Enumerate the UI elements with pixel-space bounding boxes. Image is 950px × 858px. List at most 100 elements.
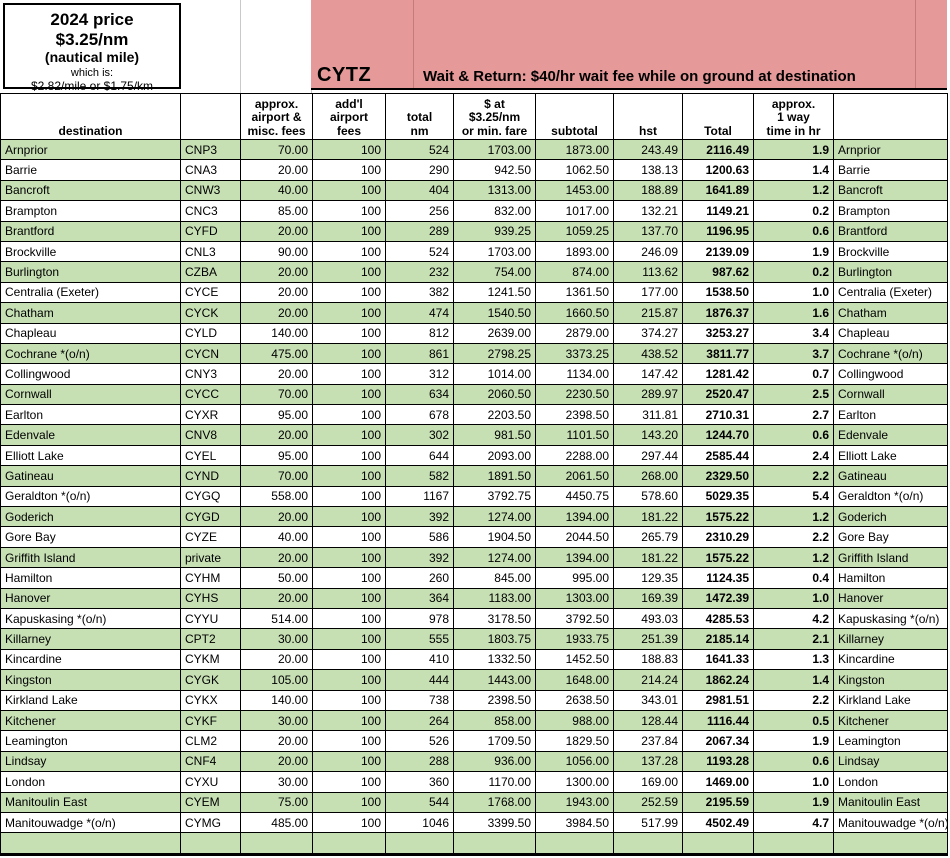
cell-total-nm-row2: 404: [385, 179, 454, 202]
table-row: Kingston CYGK 105.00 100 444 1443.00 1648.00 21…: [0, 669, 948, 691]
cell-hst-row18: 181.22: [613, 506, 683, 528]
cell-airport-misc-fees-row3: 85.00: [240, 200, 313, 222]
cell-total-nm-row10: 861: [385, 342, 454, 365]
cell-rate-or-min-fare-row27: 2398.50: [453, 689, 536, 711]
table-row: [0, 832, 948, 856]
cell-subtotal-row5: 1893.00: [535, 240, 614, 263]
cell-airport-misc-fees-row29: 20.00: [240, 730, 313, 752]
cell-code-row6: CZBA: [180, 261, 241, 283]
cell-addl-airport-fees-row28: 100: [312, 709, 386, 732]
cell-rate-or-min-fare-row0: 1703.00: [453, 138, 536, 161]
cell-total-row5: 2139.09: [682, 240, 754, 263]
table-row: Cornwall CYCC 70.00 100 634 2060.50 2230.50 289…: [0, 383, 948, 406]
cell-total-nm-row0: 524: [385, 138, 454, 161]
cell-hst-row19: 265.79: [613, 526, 683, 548]
table-row: Arnprior CNP3 70.00 100 524 1703.00 1873.00 243…: [0, 138, 948, 161]
cell-subtotal-row27: 2638.50: [535, 689, 614, 711]
cell-destination-right-row7: Centralia (Exeter): [833, 281, 948, 304]
cell-airport-misc-fees-row30: 20.00: [240, 750, 313, 773]
cell-code-row32: CYEM: [180, 791, 241, 813]
cell-addl-airport-fees-row12: 100: [312, 383, 386, 406]
cell-addl-airport-fees-row8: 100: [312, 302, 386, 324]
cell-total-nm-row7: 382: [385, 281, 454, 304]
cell-destination-right-row14: Edenvale: [833, 424, 948, 446]
cell-destination-row2: Bancroft: [0, 179, 181, 202]
cell-rate-or-min-fare-row6: 754.00: [453, 261, 536, 283]
cell-hst-row24: 251.39: [613, 628, 683, 650]
cell-code-row11: CNY3: [180, 363, 241, 385]
cell-addl-airport-fees-row22: 100: [312, 587, 386, 609]
table-row: Brockville CNL3 90.00 100 524 1703.00 1893.00 2…: [0, 240, 948, 263]
cell-total-nm-row14: 302: [385, 424, 454, 446]
cell-hst-row9: 374.27: [613, 322, 683, 344]
cell-time-hr-row23: 4.2: [753, 607, 834, 630]
cell-total-nm-row22: 364: [385, 587, 454, 609]
cell-code-row12: CYCC: [180, 383, 241, 406]
cell-code-row24: CPT2: [180, 628, 241, 650]
cell-total-row23: 4285.53: [682, 607, 754, 630]
cell-airport-misc-fees-row20: 20.00: [240, 546, 313, 569]
cell-total-nm-row25: 410: [385, 648, 454, 671]
cell-rate-or-min-fare-row33: 3399.50: [453, 811, 536, 834]
cell-subtotal-row31: 1300.00: [535, 771, 614, 793]
cell-code-row22: CYHS: [180, 587, 241, 609]
cell-hst-row26: 214.24: [613, 669, 683, 691]
cell-total-nm-row17: 1167: [385, 485, 454, 508]
cell-subtotal-row6: 874.00: [535, 261, 614, 283]
cell-hst-row27: 343.01: [613, 689, 683, 711]
cell-total-row16: 2329.50: [682, 465, 754, 487]
cell-destination-right-row0: Arnprior: [833, 138, 948, 161]
cell-subtotal-row10: 3373.25: [535, 342, 614, 365]
cell-destination-row3: Brampton: [0, 200, 181, 222]
cell-total-nm-row29: 526: [385, 730, 454, 752]
cell-total-nm-row12: 634: [385, 383, 454, 406]
cell-subtotal-row19: 2044.50: [535, 526, 614, 548]
cell-time-hr-row29: 1.9: [753, 730, 834, 752]
cell-time-hr-row12: 2.5: [753, 383, 834, 406]
cell-destination-right-row1: Barrie: [833, 159, 948, 181]
cell-time-hr-row25: 1.3: [753, 648, 834, 671]
cell-hst-row8: 215.87: [613, 302, 683, 324]
cell-destination-row4: Brantford: [0, 220, 181, 242]
cell-airport-misc-fees-row13: 95.00: [240, 404, 313, 426]
cell-airport-misc-fees-row26: 105.00: [240, 669, 313, 691]
cell-code-row23: CYYU: [180, 607, 241, 630]
cell-airport-misc-fees-row34: [240, 832, 313, 856]
cell-subtotal-row33: 3984.50: [535, 811, 614, 834]
cell-destination-right-row26: Kingston: [833, 669, 948, 691]
cell-total-row6: 987.62: [682, 261, 754, 283]
table-row: Lindsay CNF4 20.00 100 288 936.00 1056.00 137.2…: [0, 750, 948, 773]
cell-destination-right-row15: Elliott Lake: [833, 444, 948, 467]
cell-destination-row20: Griffith Island: [0, 546, 181, 569]
cell-total-row25: 1641.33: [682, 648, 754, 671]
cell-airport-misc-fees-row17: 558.00: [240, 485, 313, 508]
cell-total-nm-row4: 289: [385, 220, 454, 242]
cell-total-nm-row34: [385, 832, 454, 856]
cell-total-row33: 4502.49: [682, 811, 754, 834]
cell-destination-right-row28: Kitchener: [833, 709, 948, 732]
cell-hst-row23: 493.03: [613, 607, 683, 630]
cell-code-row4: CYFD: [180, 220, 241, 242]
cell-time-hr-row4: 0.6: [753, 220, 834, 242]
cell-subtotal-row20: 1394.00: [535, 546, 614, 569]
cell-airport-misc-fees-row11: 20.00: [240, 363, 313, 385]
cell-airport-misc-fees-row32: 75.00: [240, 791, 313, 813]
cell-addl-airport-fees-row25: 100: [312, 648, 386, 671]
cell-subtotal-row8: 1660.50: [535, 302, 614, 324]
cell-destination-right-row23: Kapuskasing *(o/n): [833, 607, 948, 630]
cell-destination-row19: Gore Bay: [0, 526, 181, 548]
cell-rate-or-min-fare-row22: 1183.00: [453, 587, 536, 609]
cell-subtotal-row25: 1452.50: [535, 648, 614, 671]
cell-destination-row10: Cochrane *(o/n): [0, 342, 181, 365]
cell-total-row30: 1193.28: [682, 750, 754, 773]
cell-destination-right-row31: London: [833, 771, 948, 793]
cell-destination-right-row8: Chatham: [833, 302, 948, 324]
cell-subtotal-row1: 1062.50: [535, 159, 614, 181]
cell-airport-misc-fees-row19: 40.00: [240, 526, 313, 548]
cell-destination-right-row24: Killarney: [833, 628, 948, 650]
cell-time-hr-row22: 1.0: [753, 587, 834, 609]
cell-airport-misc-fees-row23: 514.00: [240, 607, 313, 630]
cell-total-row24: 2185.14: [682, 628, 754, 650]
cell-airport-misc-fees-row25: 20.00: [240, 648, 313, 671]
